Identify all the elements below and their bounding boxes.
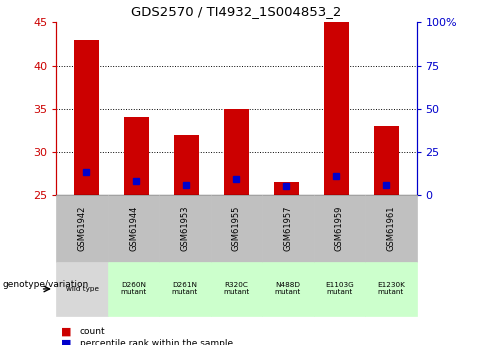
Bar [374, 126, 399, 195]
Bar [224, 109, 249, 195]
Text: GSM61961: GSM61961 [386, 206, 395, 251]
Text: ■: ■ [61, 338, 72, 345]
Text: GSM61955: GSM61955 [232, 206, 241, 251]
Text: D261N
mutant: D261N mutant [172, 283, 198, 295]
Bar [124, 117, 149, 195]
Text: percentile rank within the sample: percentile rank within the sample [80, 339, 233, 345]
Text: GSM61944: GSM61944 [129, 206, 138, 251]
Text: GSM61942: GSM61942 [77, 206, 87, 251]
Bar [274, 182, 299, 195]
Text: N488D
mutant: N488D mutant [275, 283, 301, 295]
Text: R320C
mutant: R320C mutant [223, 283, 249, 295]
Text: E1230K
mutant: E1230K mutant [377, 283, 405, 295]
Title: GDS2570 / TI4932_1S004853_2: GDS2570 / TI4932_1S004853_2 [131, 6, 342, 19]
Text: GSM61959: GSM61959 [335, 206, 344, 251]
Text: D260N
mutant: D260N mutant [121, 283, 147, 295]
Text: E1103G
mutant: E1103G mutant [325, 283, 354, 295]
Bar [324, 22, 349, 195]
Text: count: count [80, 327, 105, 336]
Bar [74, 40, 99, 195]
Text: GSM61953: GSM61953 [180, 206, 190, 251]
Text: GSM61957: GSM61957 [283, 206, 293, 251]
Text: genotype/variation: genotype/variation [2, 280, 89, 289]
Bar [174, 135, 199, 195]
Text: wild type: wild type [66, 286, 98, 292]
Text: ■: ■ [61, 326, 72, 336]
